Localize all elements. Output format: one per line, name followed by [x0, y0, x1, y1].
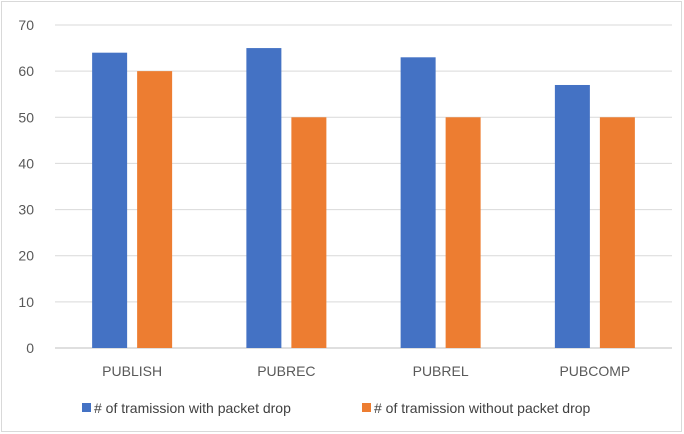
- bar-publish-series-2: [137, 71, 173, 349]
- x-tick-label: PUBCOMP: [559, 363, 630, 379]
- y-tick-label: 30: [18, 202, 34, 218]
- y-tick-label: 20: [18, 248, 34, 264]
- bar-pubrec-series-1: [246, 48, 282, 348]
- legend-label: # of tramission without packet drop: [374, 400, 591, 416]
- x-axis-ticks: PUBLISH PUBREC PUBREL PUBCOMP: [102, 363, 630, 379]
- bar-pubrel-series-1: [400, 57, 436, 349]
- y-tick-label: 0: [26, 340, 34, 356]
- legend-swatch: [82, 403, 91, 412]
- bar-pubrec-series-2: [291, 117, 327, 349]
- y-tick-label: 40: [18, 155, 34, 171]
- bars: [92, 48, 635, 349]
- y-tick-label: 50: [18, 109, 34, 125]
- legend-label: # of tramission with packet drop: [94, 400, 291, 416]
- legend: # of tramission with packet drop # of tra…: [82, 400, 591, 416]
- x-tick-label: PUBREL: [413, 363, 469, 379]
- legend-swatch: [362, 403, 371, 412]
- y-tick-label: 10: [18, 294, 34, 310]
- y-tick-label: 70: [18, 17, 34, 33]
- y-tick-label: 60: [18, 63, 34, 79]
- y-axis-ticks: 0 10 20 30 40 50 60 70: [18, 17, 34, 356]
- x-tick-label: PUBREC: [257, 363, 315, 379]
- bar-pubrel-series-2: [445, 117, 481, 349]
- bar-pubcomp-series-2: [599, 117, 635, 349]
- bar-pubcomp-series-1: [554, 84, 590, 348]
- bar-publish-series-1: [92, 52, 128, 348]
- x-tick-label: PUBLISH: [102, 363, 162, 379]
